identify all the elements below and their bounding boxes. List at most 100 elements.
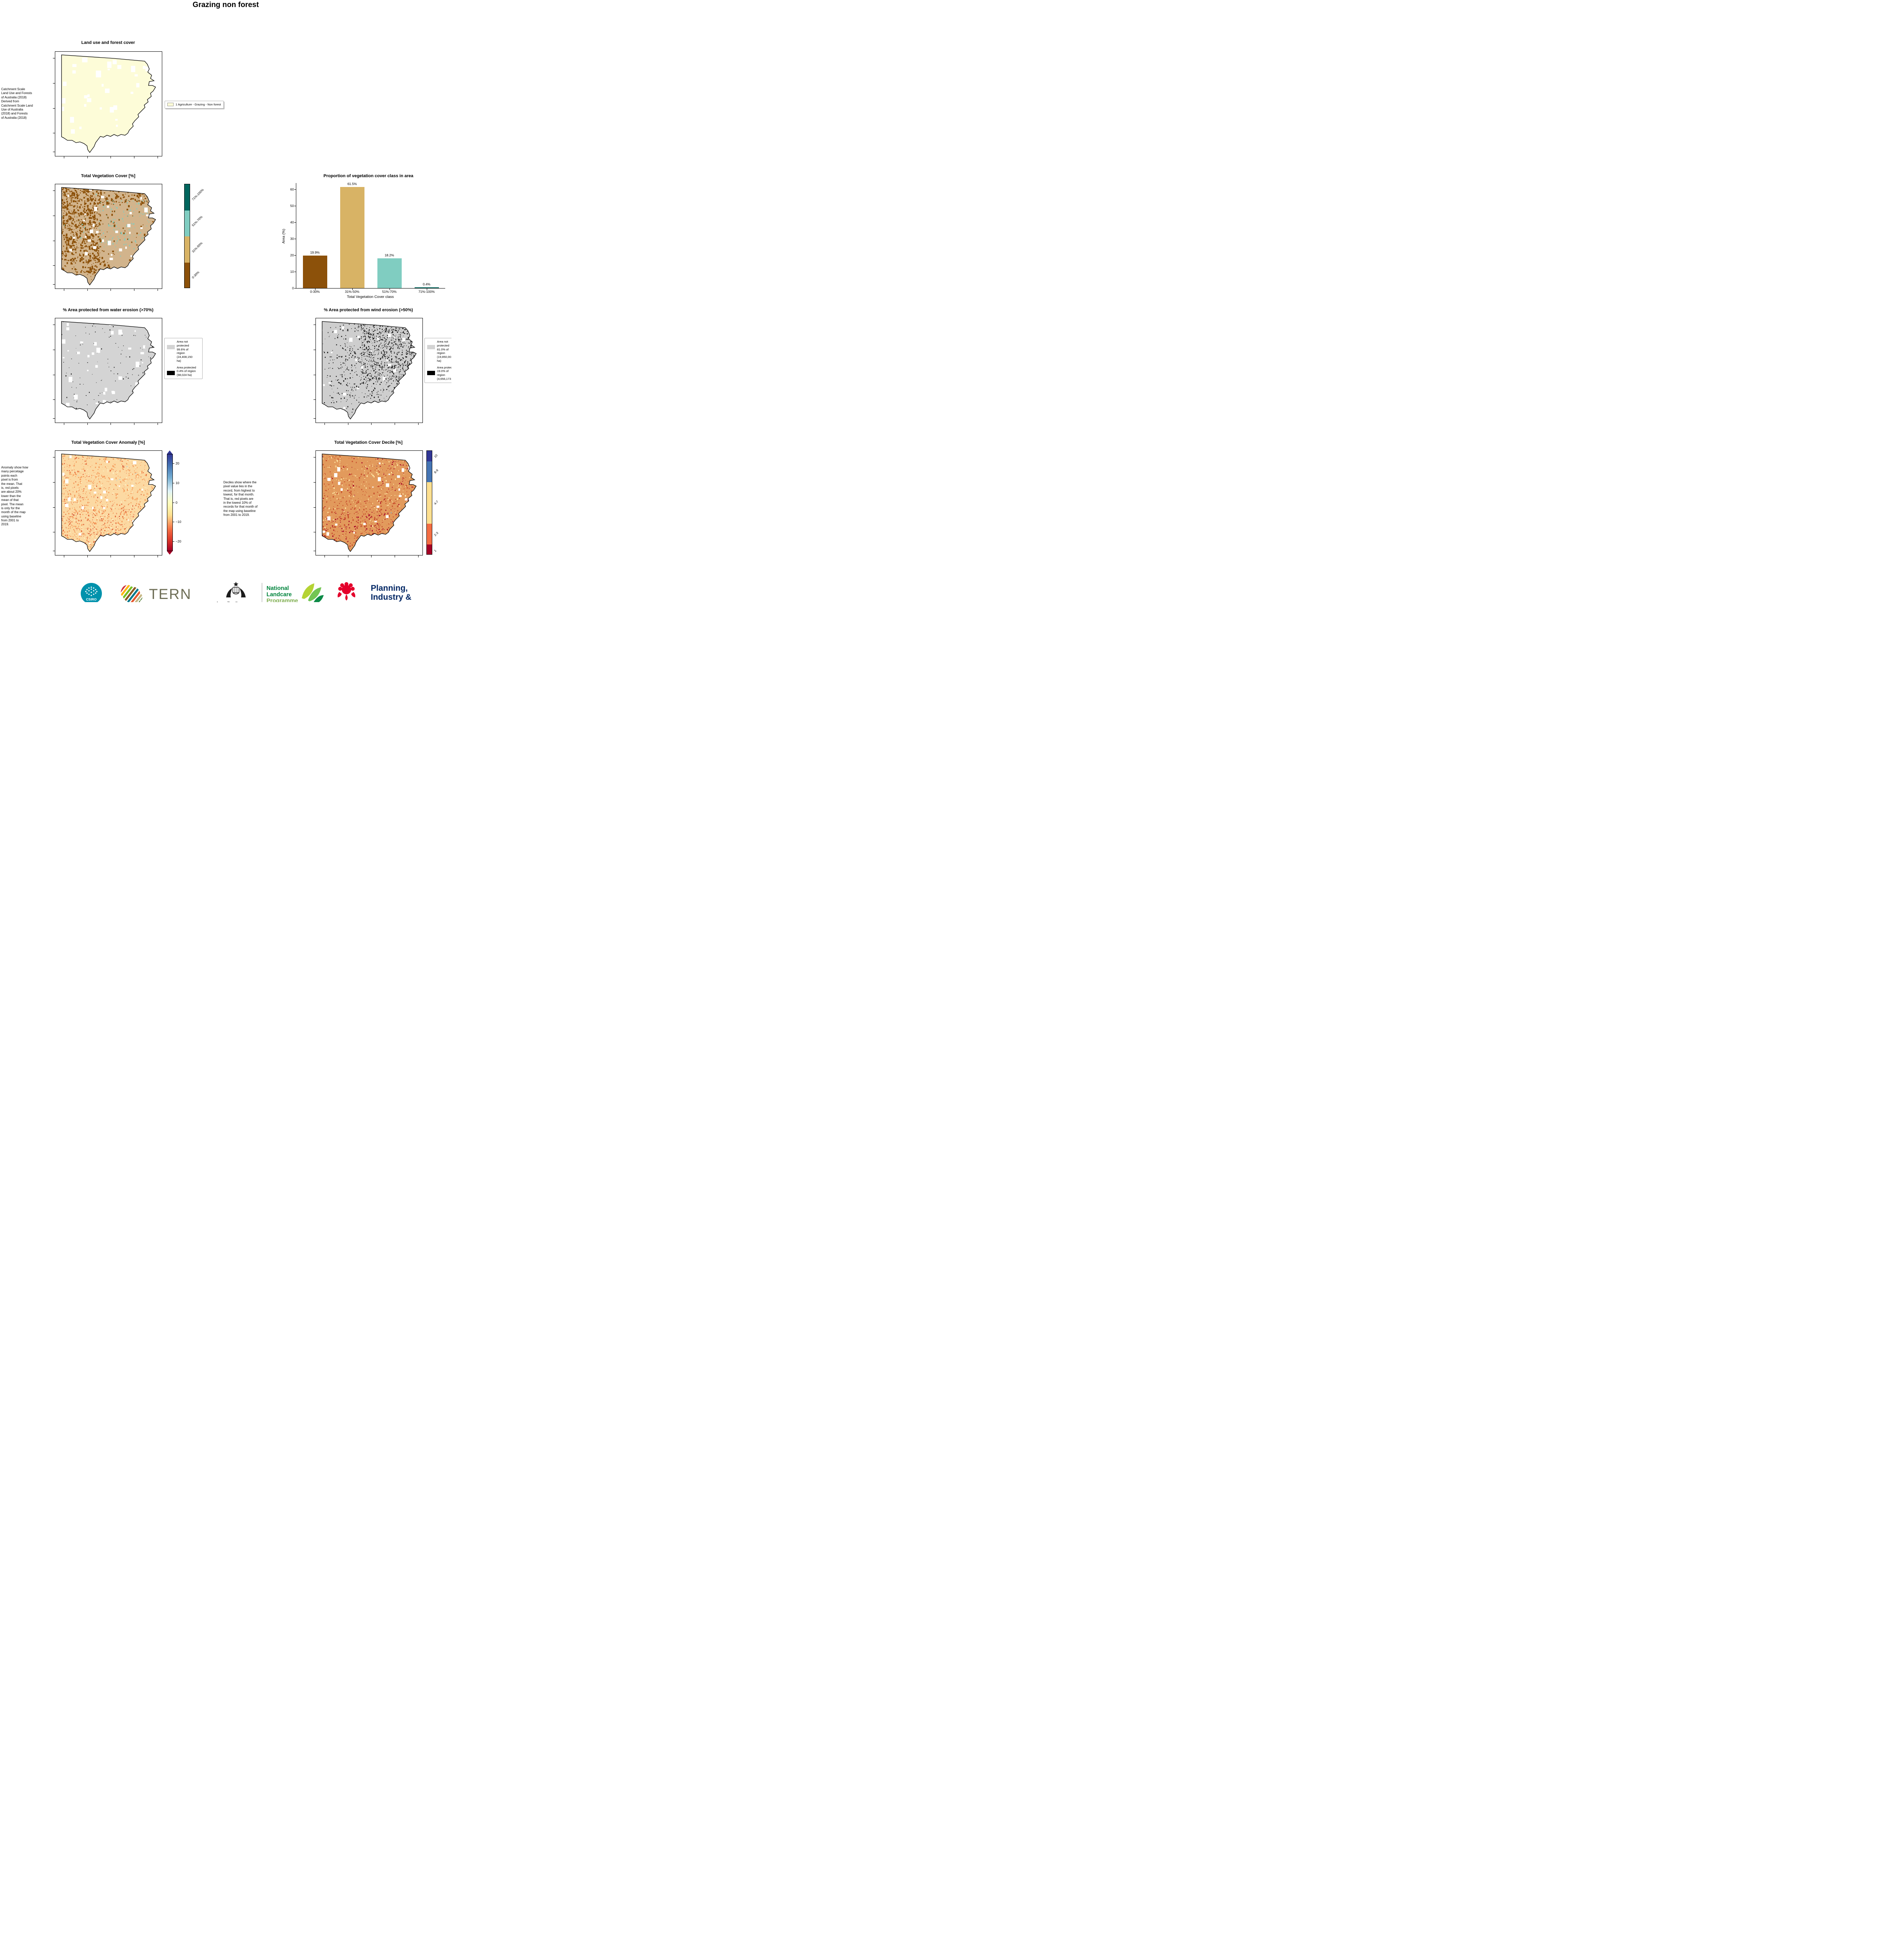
landuse-map	[53, 51, 162, 158]
water-erosion-title: % Area protected from water erosion (>70…	[63, 308, 154, 312]
vegcover-colorbar: 71%-100% 51%-70% 31%-50% 0-30%	[184, 184, 223, 288]
map-y-tick	[314, 399, 315, 400]
legend-label: Area not protected 81.0% of region (19,8…	[437, 340, 451, 363]
bar-value-label: 19.9%	[310, 250, 320, 254]
legend-label: 1 Agriculture - Grazing - Non forest	[176, 103, 221, 106]
colorbar-tick	[173, 541, 174, 542]
map-x-tick	[418, 555, 419, 557]
bar-value-label: 61.5%	[347, 182, 357, 186]
colorbar-bar	[426, 450, 432, 555]
y-tick-label: 60	[290, 187, 294, 192]
landcare-leaves-icon	[302, 583, 324, 602]
map-x-tick	[324, 555, 325, 557]
y-tick-label: 0	[292, 286, 294, 290]
anomaly-colorbar-bottom-arrow	[167, 551, 172, 555]
tern-label: TERN	[149, 586, 192, 602]
bar	[414, 287, 439, 288]
landcare-line-3: Programme	[266, 598, 298, 602]
nsw-logo: NSW GOVERNMENT	[334, 581, 359, 602]
map-y-tick	[314, 418, 315, 419]
map-y-tick	[53, 507, 55, 508]
wind-erosion-legend: Area not protected 81.0% of region (19,8…	[424, 338, 451, 383]
water-erosion-map-canvas	[61, 321, 156, 420]
colorbar-label: 51%-70%	[191, 215, 203, 227]
map-x-tick	[418, 423, 419, 425]
colorbar-segment	[427, 544, 432, 554]
colorbar-label: 10	[433, 454, 439, 459]
colorbar-bar	[184, 184, 190, 288]
landcare-text: National Landcare Programme	[266, 585, 298, 602]
decile-colorbar: 10 8-9 4-7 2-3 1	[426, 450, 451, 555]
decile-title: Total Vegetation Cover Decile [%]	[334, 440, 402, 445]
map-x-tick	[87, 423, 88, 425]
map-y-tick	[314, 507, 315, 508]
x-tick	[352, 289, 353, 290]
y-tick-label: 10	[290, 269, 294, 274]
colorbar-label: 4-7	[433, 500, 439, 506]
colorbar-tick	[173, 463, 174, 464]
vegcover-map-canvas	[61, 187, 156, 286]
map-x-tick	[371, 423, 372, 425]
colorbar-tick-label: −10	[176, 520, 181, 524]
water-erosion-legend: Area not protected 99.6% of region (24,4…	[164, 338, 203, 379]
colorbar-label: 71%-100%	[191, 188, 205, 201]
colorbar-tick-label: 10	[176, 481, 179, 485]
legend-entry: Area not protected 99.6% of region (24,4…	[167, 340, 200, 363]
y-tick	[294, 255, 296, 256]
csiro-logo: CSIRO	[81, 583, 102, 602]
landuse-title: Land use and forest cover	[81, 40, 135, 45]
wind-erosion-map	[314, 318, 423, 425]
dpie-logo: Planning, Industry & Environment	[371, 584, 421, 602]
tern-logo: TERN	[118, 584, 192, 602]
colorbar-label: 0-30%	[191, 270, 200, 279]
x-tick-label: 0-30%	[310, 290, 320, 294]
nsw-waratah-icon	[337, 582, 355, 601]
bar-chart: 0 10 20 30 40 50 60 19.9% 0-30% 61.5% 31%-50% 18.2%…	[290, 182, 445, 294]
y-tick	[294, 222, 296, 223]
bar	[340, 187, 364, 288]
ausgov-label: Australian Government	[212, 601, 259, 602]
legend-label: Area protected 19.0% of region (4,656,17…	[437, 365, 451, 381]
barchart-title: Proportion of vegetation cover class in …	[323, 174, 413, 178]
dpie-line-1: Planning,	[371, 584, 408, 593]
colorbar-label: 8-9	[433, 468, 439, 474]
map-x-tick	[87, 555, 88, 557]
colorbar-tick-label: 0	[176, 500, 178, 505]
wind-erosion-map-canvas	[322, 321, 417, 420]
legend-swatch	[167, 103, 174, 107]
colorbar-segment	[427, 451, 432, 461]
decile-map	[314, 450, 423, 557]
colorbar-segment	[427, 524, 432, 545]
colorbar-segment	[427, 461, 432, 482]
csiro-dots	[85, 586, 98, 596]
csiro-label: CSIRO	[86, 597, 97, 601]
barchart-xlabel: Total Vegetation Cover class	[347, 295, 394, 299]
legend-entry: Area protected 0.4% of region (98,024 ha…	[167, 366, 200, 377]
bar	[377, 258, 402, 288]
legend-entry: Area protected 19.0% of region (4,656,17…	[427, 366, 451, 381]
map-y-tick	[53, 399, 55, 400]
legend-swatch	[167, 345, 175, 349]
water-erosion-map	[53, 318, 162, 425]
ausgov-crest-icon	[226, 582, 246, 597]
tern-australia-icon	[118, 584, 145, 602]
y-tick	[294, 288, 296, 289]
anomaly-map-canvas	[61, 454, 156, 552]
legend-swatch	[427, 345, 435, 349]
legend-label: Area not protected 99.6% of region (24,4…	[177, 340, 193, 363]
map-x-tick	[87, 156, 88, 158]
colorbar-segment	[185, 210, 190, 236]
x-tick-label: 51%-70%	[382, 290, 397, 294]
legend-swatch	[427, 370, 435, 375]
legend-label: Area protected 0.4% of region (98,024 ha…	[177, 365, 196, 377]
barchart-ylabel: Area (%)	[281, 229, 286, 244]
ausgov-logo: Australian Government	[212, 581, 259, 602]
decile-side-note: Deciles show where the pixel value lies …	[223, 481, 258, 517]
vegcover-map	[53, 184, 162, 291]
landuse-map-canvas	[61, 54, 156, 153]
legend-swatch	[167, 370, 175, 375]
map-y-tick	[53, 108, 55, 109]
y-tick-label: 20	[290, 253, 294, 257]
colorbar-tick-label: −20	[176, 539, 181, 543]
wind-erosion-title: % Area protected from wind erosion (>50%…	[324, 308, 413, 312]
